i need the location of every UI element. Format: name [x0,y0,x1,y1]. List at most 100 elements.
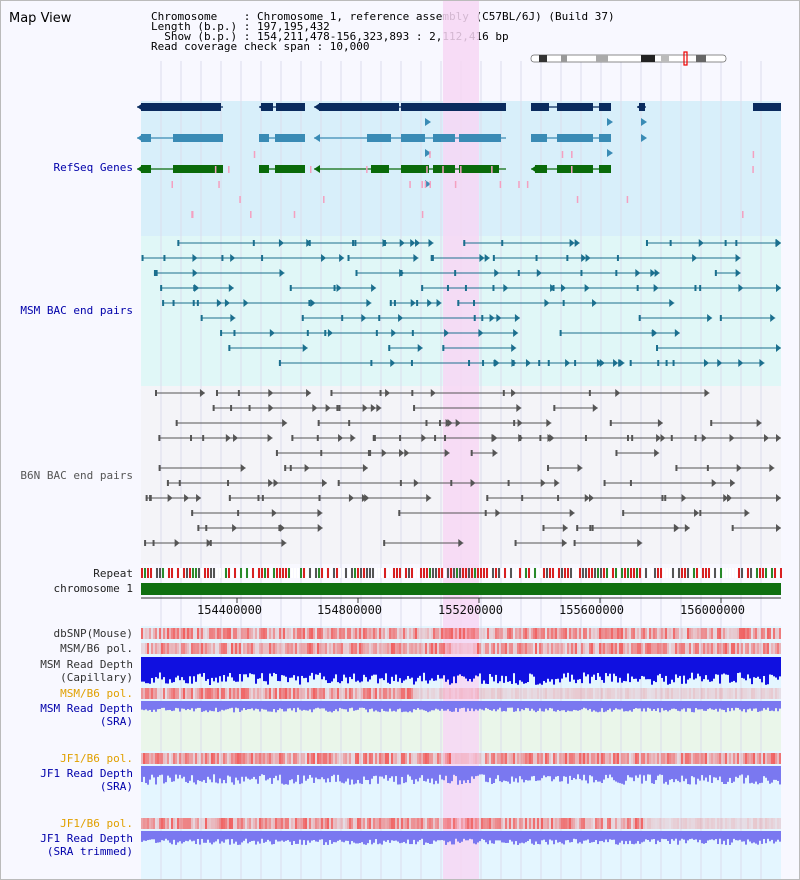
track-label-msm-depth-sra[interactable]: MSM Read Depth (SRA) [40,702,133,728]
repeat-mark [633,568,635,578]
heat-cell [677,643,679,654]
track-label-msm-bac[interactable]: MSM BAC end pairs [20,304,133,317]
track-label-msm-depth-capillary[interactable]: MSM Read Depth (Capillary) [40,658,133,684]
heat-cell [699,753,701,764]
heat-cell [447,628,449,639]
small-feature [323,196,325,203]
track-label-msm-b6-pol[interactable]: MSM/B6 pol. [60,642,133,655]
depth-bar [169,657,171,680]
track-label-b6n-bac[interactable]: B6N BAC end pairs [20,469,133,482]
bac-end [399,435,402,441]
track-label-jf1-b6-pol-2[interactable]: JF1/B6 pol. [60,817,133,830]
bac-end [306,330,309,336]
heat-cell [193,643,195,654]
depth-bar [691,701,693,713]
depth-bar [489,701,491,710]
heat-cell [355,688,357,699]
bac-end [478,329,484,337]
depth-bar [429,657,431,681]
heat-cell [545,643,547,654]
heat-cell [615,688,617,699]
track-label-dbsnp[interactable]: dbSNP(Mouse) [53,627,133,640]
heat-cell [549,753,551,764]
heat-cell [357,753,359,764]
depth-bar [367,657,369,682]
bac-end [484,254,490,262]
heat-cell [263,753,265,764]
heat-cell [357,643,359,654]
heat-cell [189,688,191,699]
heat-cell [653,818,655,829]
depth-bar [375,701,377,711]
heat-cell [547,628,549,639]
heat-cell [703,818,705,829]
heat-cell [581,753,583,764]
heat-cell [353,688,355,699]
heat-cell [247,628,249,639]
heat-cell [719,753,721,764]
heat-cell [607,628,609,639]
depth-bar [739,701,741,710]
depth-bar [553,657,555,685]
depth-bar [653,766,655,784]
bac-end [273,479,279,487]
heat-cell [597,643,599,654]
heat-cell [459,818,461,829]
heat-cell [227,643,229,654]
track-label-repeat[interactable]: Repeat [93,567,133,580]
heat-cell [243,643,245,654]
heat-cell [525,818,527,829]
heat-cell [619,628,621,639]
heat-cell [225,643,227,654]
bac-end [355,270,358,276]
heat-cell [157,753,159,764]
ideogram-band [641,55,655,62]
depth-bar [443,657,445,676]
depth-bar [389,657,391,684]
heat-cell [521,688,523,699]
heat-cell [559,753,561,764]
heat-cell [565,818,567,829]
heat-cell [207,688,209,699]
repeat-mark [705,568,707,578]
heat-cell [335,753,337,764]
heat-cell [383,688,385,699]
bac-end [615,389,621,397]
depth-bar [561,766,563,782]
bac-end [404,449,410,457]
heat-cell [355,753,357,764]
depth-bar [421,766,423,776]
heat-cell [513,688,515,699]
track-label-chromosome[interactable]: chromosome 1 [53,582,133,595]
depth-bar [593,831,595,842]
depth-bar [331,831,333,844]
track-label-jf1-depth-trimmed[interactable]: JF1 Read Depth (SRA trimmed) [40,832,133,858]
heat-cell [297,818,299,829]
track-label-jf1-depth-sra[interactable]: JF1 Read Depth (SRA) [40,767,133,793]
track-label-msm-b6-pol-2[interactable]: MSM/B6 pol. [60,687,133,700]
heat-cell [363,643,365,654]
small-feature [626,196,629,203]
heat-cell [467,753,469,764]
depth-bar [699,657,701,677]
depth-bar [195,831,197,845]
label-line: JF1 Read Depth [40,767,133,780]
depth-bar [261,766,263,775]
depth-bar [493,657,495,682]
heat-cell [525,753,527,764]
heat-cell [647,753,649,764]
depth-bar [233,831,235,844]
heat-cell [593,628,595,639]
gene-arrow [531,134,537,142]
depth-bar [145,831,147,841]
heat-cell [291,688,293,699]
repeat-mark [483,568,485,578]
heat-cell [751,643,753,654]
depth-bar [705,831,707,844]
heat-cell [765,688,767,699]
heat-cell [649,628,651,639]
track-label-jf1-b6-pol[interactable]: JF1/B6 pol. [60,752,133,765]
track-label-refseq[interactable]: RefSeq Genes [53,161,133,174]
depth-bar [707,831,709,841]
